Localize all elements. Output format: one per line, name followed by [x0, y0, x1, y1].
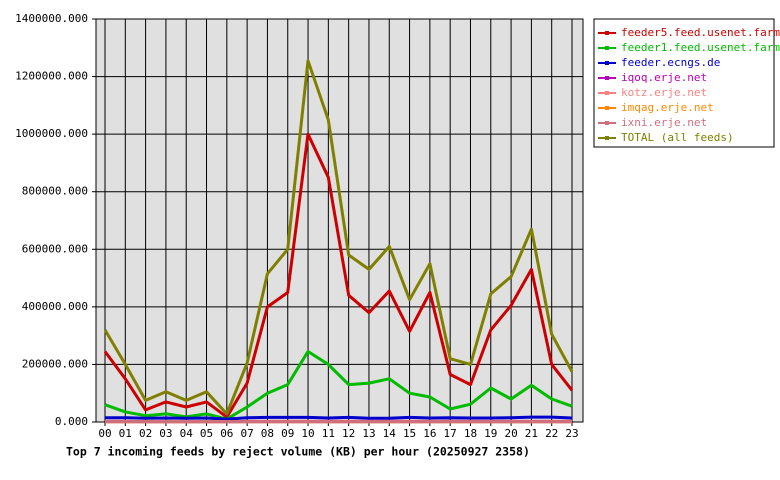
- y-tick-label: 1000000.000: [15, 127, 88, 140]
- y-tick-label: 1200000.000: [15, 70, 88, 83]
- x-tick-label: 10: [301, 427, 314, 440]
- legend-dot: [605, 61, 609, 65]
- series-line: [104, 350, 573, 421]
- legend-label: feeder1.feed.usenet.farm: [621, 41, 780, 54]
- x-tick-label: 01: [119, 427, 132, 440]
- y-tick-label: 400000.000: [22, 300, 88, 313]
- legend-box: [593, 18, 775, 148]
- legend-dot: [605, 46, 609, 50]
- legend-label: kotz.erje.net: [621, 86, 707, 99]
- x-tick-label: 09: [281, 427, 294, 440]
- x-tick-label: 19: [484, 427, 497, 440]
- series-line: [105, 415, 573, 421]
- x-tick-label: 22: [545, 427, 558, 440]
- legend-label: TOTAL (all feeds): [621, 131, 734, 144]
- legend-dot: [605, 106, 609, 110]
- x-tick-label: 03: [159, 427, 172, 440]
- x-tick-label: 12: [342, 427, 355, 440]
- x-tick-label: 23: [565, 427, 578, 440]
- x-tick-label: 18: [464, 427, 477, 440]
- x-tick-label: 02: [139, 427, 152, 440]
- x-tick-label: 20: [504, 427, 517, 440]
- x-tick-label: 06: [220, 427, 233, 440]
- y-tick-label: 1400000.000: [15, 12, 88, 25]
- x-tick-label: 04: [180, 427, 194, 440]
- legend-label: feeder5.feed.usenet.farm: [621, 26, 780, 39]
- legend-label: iqoq.erje.net: [621, 71, 707, 84]
- x-tick-label: 17: [444, 427, 457, 440]
- x-tick-label: 07: [241, 427, 254, 440]
- x-tick-label: 14: [383, 427, 397, 440]
- y-tick-label: 0.000: [55, 415, 88, 428]
- x-tick-label: 00: [98, 427, 111, 440]
- x-tick-label: 08: [261, 427, 274, 440]
- x-tick-label: 16: [423, 427, 436, 440]
- series-line: [103, 59, 574, 416]
- y-tick-label: 800000.000: [22, 185, 88, 198]
- legend-label: ixni.erje.net: [621, 116, 707, 129]
- legend-label: feeder.ecngs.de: [621, 56, 720, 69]
- legend-dot: [605, 136, 609, 140]
- x-tick-label: 05: [200, 427, 213, 440]
- chart-title: Top 7 incoming feeds by reject volume (K…: [66, 445, 530, 459]
- x-tick-label: 21: [525, 427, 538, 440]
- legend-dot: [605, 121, 609, 125]
- legend-dot: [605, 76, 609, 80]
- x-tick-label: 11: [322, 427, 335, 440]
- y-tick-label: 200000.000: [22, 357, 88, 370]
- legend-dot: [605, 31, 609, 35]
- x-tick-label: 13: [362, 427, 375, 440]
- x-tick-label: 15: [403, 427, 416, 440]
- legend-dot: [605, 91, 609, 95]
- y-tick-label: 600000.000: [22, 242, 88, 255]
- series-line: [103, 132, 574, 419]
- legend-label: imqag.erje.net: [621, 101, 714, 114]
- plot-area: [95, 18, 584, 423]
